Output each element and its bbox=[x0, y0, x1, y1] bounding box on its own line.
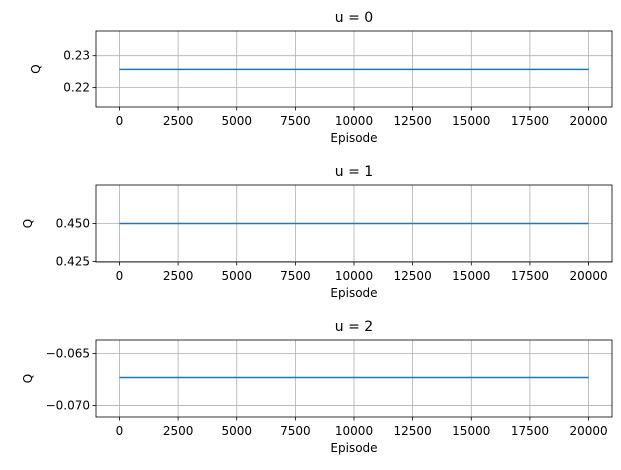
subplot-title: u = 0 bbox=[335, 10, 373, 26]
x-tick-label: 20000 bbox=[569, 114, 607, 128]
x-tick-label: 10000 bbox=[335, 424, 373, 438]
subplot-title: u = 1 bbox=[335, 164, 373, 180]
x-tick-label: 12500 bbox=[394, 424, 432, 438]
x-tick-label: 20000 bbox=[569, 269, 607, 283]
x-axis-label: Episode bbox=[330, 286, 377, 300]
y-tick-label: 0.425 bbox=[56, 254, 90, 268]
x-tick-label: 2500 bbox=[163, 114, 194, 128]
y-tick-label: 0.22 bbox=[63, 80, 90, 94]
y-tick-label: −0.065 bbox=[46, 347, 90, 361]
x-tick-label: 15000 bbox=[452, 269, 490, 283]
x-tick-label: 15000 bbox=[452, 424, 490, 438]
x-tick-label: 10000 bbox=[335, 114, 373, 128]
x-axis-label: Episode bbox=[330, 441, 377, 455]
x-tick-label: 15000 bbox=[452, 114, 490, 128]
y-axis-label: Q bbox=[21, 374, 35, 383]
x-tick-label: 0 bbox=[116, 424, 124, 438]
x-tick-label: 5000 bbox=[221, 269, 252, 283]
subplot-0: 0 2500 5000 7500 10000 12500 15000 17500 20000 0.… bbox=[29, 10, 613, 145]
y-tick-label: 0.450 bbox=[56, 217, 90, 231]
x-tick-label: 12500 bbox=[394, 269, 432, 283]
x-tick-label: 17500 bbox=[511, 424, 549, 438]
subplot-1: 0 2500 5000 7500 10000 12500 15000 17500 20000 0.… bbox=[21, 164, 613, 300]
x-tick-label: 20000 bbox=[569, 424, 607, 438]
subplot-title: u = 2 bbox=[335, 319, 373, 335]
subplot-2: 0 2500 5000 7500 10000 12500 15000 17500 20000 −0… bbox=[21, 319, 613, 455]
x-tick-label: 2500 bbox=[163, 424, 194, 438]
y-tick-label: 0.23 bbox=[63, 49, 90, 63]
x-tick-label: 5000 bbox=[221, 424, 252, 438]
x-tick-label: 17500 bbox=[511, 114, 549, 128]
y-axis-label: Q bbox=[21, 219, 35, 228]
x-tick-label: 12500 bbox=[394, 114, 432, 128]
x-tick-label: 5000 bbox=[221, 114, 252, 128]
x-tick-label: 7500 bbox=[280, 424, 311, 438]
x-tick-label: 0 bbox=[116, 269, 124, 283]
x-tick-label: 0 bbox=[116, 114, 124, 128]
y-tick-label: −0.070 bbox=[46, 399, 90, 413]
x-axis-label: Episode bbox=[330, 131, 377, 145]
x-tick-label: 7500 bbox=[280, 269, 311, 283]
x-tick-label: 7500 bbox=[280, 114, 311, 128]
x-tick-label: 2500 bbox=[163, 269, 194, 283]
x-tick-label: 10000 bbox=[335, 269, 373, 283]
y-axis-label: Q bbox=[29, 64, 43, 73]
x-tick-label: 17500 bbox=[511, 269, 549, 283]
